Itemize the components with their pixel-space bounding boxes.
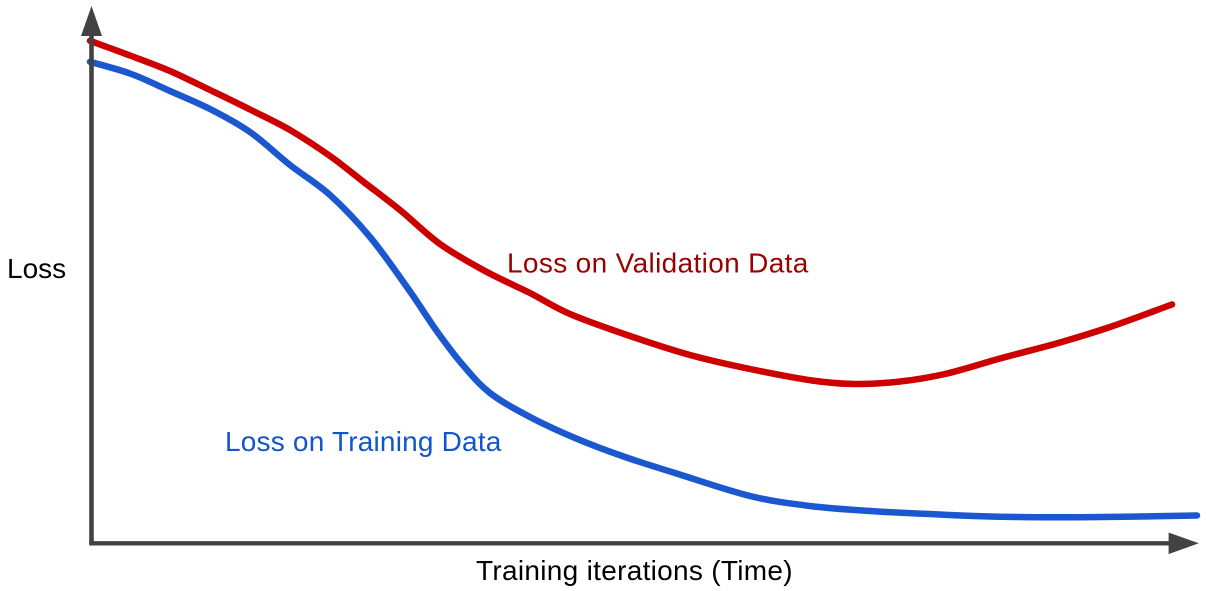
svg-text:Loss: Loss [7,253,66,284]
svg-text:Training iterations (Time): Training iterations (Time) [476,555,793,586]
svg-text:Loss on Training Data: Loss on Training Data [225,426,502,457]
svg-text:Loss on Validation Data: Loss on Validation Data [507,248,809,279]
